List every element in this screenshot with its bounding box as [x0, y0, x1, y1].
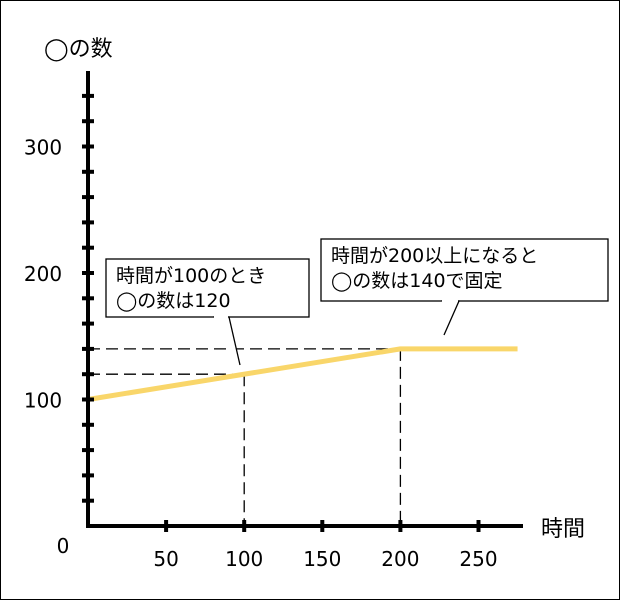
- x-tick-label-200: 200: [381, 547, 419, 571]
- x-tick-label-150: 150: [303, 547, 341, 571]
- x-tick-label-100: 100: [225, 547, 263, 571]
- x-axis-title: 時間: [541, 517, 585, 542]
- series-line-0: [87, 346, 518, 402]
- callout-text-0-0: 時間が100のとき: [116, 265, 266, 287]
- y-tick-label-200: 200: [24, 262, 62, 286]
- tick-labels: 50 100 150 200 250 100 200 300: [24, 136, 498, 572]
- x-tick-label-250: 250: [459, 547, 497, 571]
- series-layer: [87, 346, 518, 402]
- callout-text-0-1: ◯の数は120: [116, 290, 231, 312]
- origin-label: 0: [57, 534, 70, 558]
- callout-pointer-0: [213, 316, 241, 366]
- y-axis-title: ◯の数: [44, 37, 113, 62]
- callout-pointer-1: [441, 300, 460, 336]
- callout-0: 時間が100のとき ◯の数は120: [105, 258, 310, 366]
- callout-box-1: [320, 238, 609, 302]
- callout-text-1-0: 時間が200以上になると: [331, 245, 538, 267]
- y-tick-label-100: 100: [24, 389, 62, 413]
- y-tick-label-300: 300: [24, 136, 62, 160]
- callouts: 時間が100のとき ◯の数は120 時間が200以上になると ◯の数は140で固定: [105, 238, 609, 366]
- callout-1: 時間が200以上になると ◯の数は140で固定: [320, 238, 609, 336]
- reference-guides: [88, 348, 402, 526]
- callout-text-1-1: ◯の数は140で固定: [331, 270, 503, 292]
- callout-box-0: [105, 258, 310, 318]
- x-tick-label-50: 50: [153, 547, 178, 571]
- tick-marks: [82, 93, 481, 532]
